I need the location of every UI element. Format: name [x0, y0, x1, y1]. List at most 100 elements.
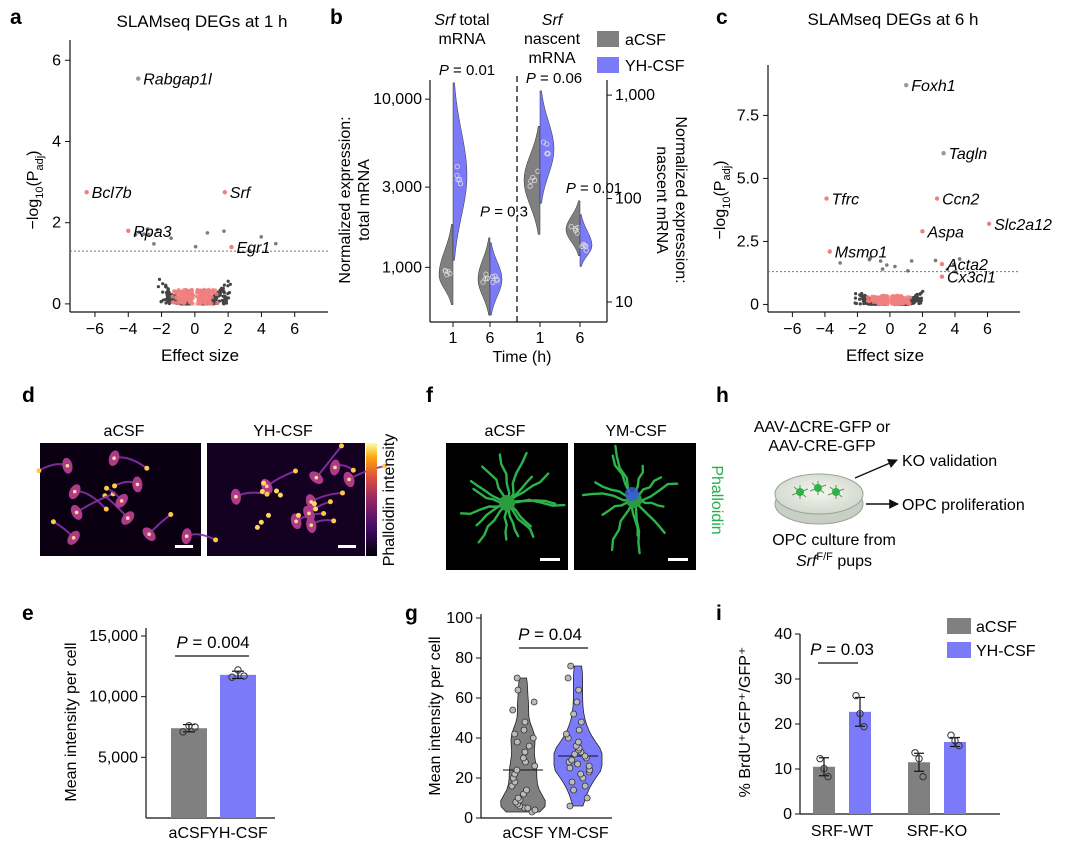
gene-point — [176, 292, 181, 297]
x-tick-label: 1 — [536, 330, 545, 347]
labeled-gene-point — [939, 274, 945, 279]
gene-point — [176, 297, 181, 302]
growth-cone — [350, 467, 356, 473]
gene-point — [195, 289, 200, 294]
cell-process — [498, 453, 511, 505]
panel-a-title: SLAMseq DEGs at 1 h — [116, 12, 287, 31]
x-tick-label: 4 — [951, 321, 960, 338]
gene-point — [885, 297, 890, 302]
gene-point — [853, 296, 858, 300]
gene-point — [207, 301, 212, 306]
gene-point — [909, 259, 914, 263]
hotspot — [294, 519, 298, 524]
cell-process — [505, 451, 528, 505]
panel-f-right-label: YM-CSF — [605, 423, 667, 440]
labeled-gene-point — [941, 151, 946, 156]
gene-point — [169, 236, 173, 240]
gene-point — [871, 300, 876, 305]
gene-point — [205, 231, 210, 235]
growth-cone — [340, 490, 346, 496]
data-point — [519, 754, 527, 762]
gene-point — [879, 296, 884, 301]
violin-yhcsf — [539, 90, 555, 204]
growth-cone — [36, 468, 42, 474]
y-tick-label: 10,000 — [373, 91, 422, 108]
x-tick-label: −6 — [783, 321, 801, 338]
scale-bar — [338, 545, 356, 548]
data-point — [585, 762, 593, 770]
violin-yhcsf — [452, 82, 468, 261]
gene-point — [224, 301, 229, 305]
panel-g-ylabel: Mean intensity per cell — [427, 636, 444, 795]
gene-point — [215, 300, 220, 305]
gene-label: Slc2a12 — [994, 217, 1052, 234]
gene-label: Foxh1 — [911, 78, 955, 95]
gene-label: Rabgap1l — [143, 72, 212, 89]
data-point — [574, 230, 580, 236]
gene-point — [171, 300, 176, 305]
growth-cone — [321, 511, 327, 517]
data-point — [575, 738, 582, 746]
gene-label: Aspa — [926, 224, 964, 241]
data-point — [583, 247, 589, 254]
gene-point — [209, 295, 214, 300]
p-value-label: P = 0.01 — [439, 62, 495, 79]
x-tick-label: SRF-KO — [907, 823, 967, 840]
gene-point — [137, 230, 141, 235]
gene-point — [863, 293, 867, 298]
y-tick-label: 1,000 — [382, 259, 422, 276]
gene-label: Tagln — [949, 146, 988, 163]
gene-point — [203, 295, 208, 300]
colorbar — [366, 443, 377, 556]
data-point — [514, 686, 522, 694]
gene-point — [190, 301, 195, 306]
gene-point — [862, 298, 866, 302]
x-tick-label: 6 — [576, 330, 585, 347]
bar — [220, 674, 256, 818]
gene-point — [155, 227, 160, 232]
growth-cone — [50, 519, 56, 525]
x-tick-label: 2 — [224, 321, 233, 338]
data-point — [568, 756, 576, 764]
labeled-gene-point — [126, 228, 131, 234]
gene-point — [957, 257, 962, 261]
hotspot — [112, 456, 116, 461]
gene-point — [951, 262, 956, 267]
data-point — [575, 686, 583, 694]
scale-bar — [668, 558, 688, 561]
growth-cone — [213, 537, 219, 543]
gene-point — [910, 301, 915, 305]
data-point — [240, 672, 248, 680]
y-tick-label: 0 — [464, 810, 473, 827]
panel-i-ylabel: % BrdU⁺GFP⁺/GFP⁺ — [737, 647, 754, 798]
gene-point — [165, 292, 169, 296]
data-point — [445, 268, 451, 275]
gene-point — [904, 299, 909, 304]
data-point — [545, 150, 551, 157]
gene-point — [184, 292, 189, 297]
bar — [908, 762, 930, 814]
data-point — [511, 730, 519, 738]
gene-point — [161, 282, 165, 286]
legend-swatch-acsf — [597, 31, 619, 47]
y-tick-label: 10 — [615, 294, 633, 311]
gene-point — [218, 288, 223, 292]
gene-point — [857, 297, 862, 301]
data-point — [820, 764, 828, 773]
gene-point — [167, 301, 171, 306]
legend-yh-label: YH-CSF — [625, 58, 685, 75]
data-point — [577, 718, 585, 726]
gene-point — [913, 297, 918, 302]
data-point — [568, 778, 576, 786]
gene-point — [953, 269, 957, 274]
gene-point — [157, 277, 162, 281]
cell-process — [459, 501, 509, 516]
gene-point — [905, 295, 910, 300]
data-point — [179, 728, 187, 736]
legend-swatch-yh — [597, 57, 619, 73]
gene-point — [197, 300, 202, 305]
gene-point — [880, 267, 885, 271]
growth-cone — [168, 512, 174, 518]
data-point — [574, 760, 582, 768]
